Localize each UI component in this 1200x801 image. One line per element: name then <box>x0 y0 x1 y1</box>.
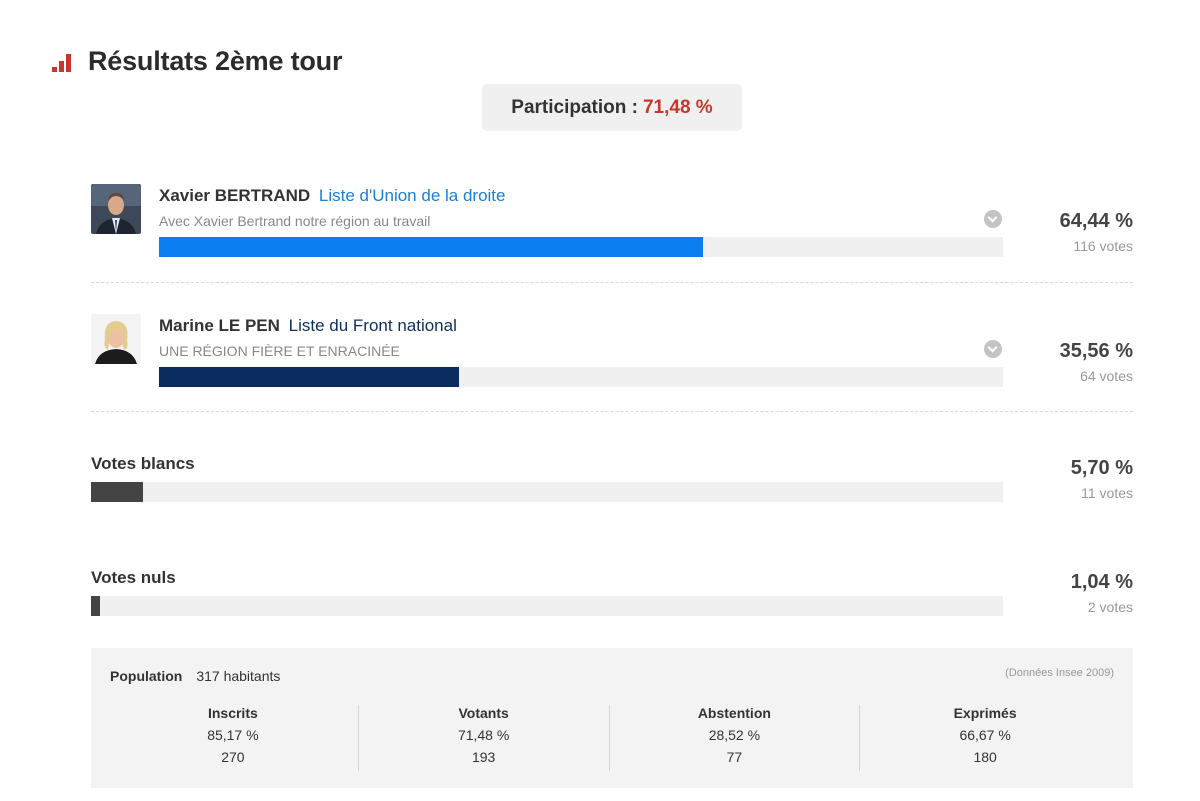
stat-count: 193 <box>471 749 496 765</box>
participation-box: Participation : 71,48 % <box>482 84 742 131</box>
stat-header: Inscrits <box>207 705 258 721</box>
chevron-down-icon[interactable] <box>984 210 1002 228</box>
result-bar-fill <box>159 237 703 257</box>
stat-percent: 71,48 % <box>457 727 510 743</box>
stat-count: 270 <box>221 749 245 765</box>
candidate-slogan: Avec Xavier Bertrand notre région au tra… <box>159 213 431 229</box>
stat-count: 77 <box>726 749 743 765</box>
stat-percent: 66,67 % <box>959 727 1011 743</box>
stat-column: Inscrits 85,17 % 270 <box>108 705 359 771</box>
candidate-name: Xavier BERTRAND <box>159 186 311 205</box>
stat-percent: 28,52 % <box>708 727 761 743</box>
stat-column: Votants 71,48 % 193 <box>359 705 610 771</box>
candidate-votes: 64 votes <box>1080 368 1133 384</box>
blank-votes-row: Votes blancs 5,70 % 11 votes <box>91 454 1133 514</box>
chevron-down-icon[interactable] <box>984 340 1002 358</box>
candidate-row-lepen: Marine LE PEN Liste du Front national UN… <box>91 314 1133 414</box>
stats-panel: Population 317 habitants (Données Insee 2… <box>91 648 1133 788</box>
stat-count: 180 <box>973 749 997 765</box>
result-bar-track <box>159 237 1003 257</box>
result-bar-fill <box>91 596 101 616</box>
population-label: Population <box>110 668 183 684</box>
result-bar-track <box>91 482 1003 502</box>
candidate-slogan: UNE RÉGION FIÈRE ET ENRACINÉE <box>159 343 400 359</box>
separator <box>91 282 1133 283</box>
candidate-name-line: Xavier BERTRAND Liste d'Union de la droi… <box>159 186 505 206</box>
population-line: Population 317 habitants <box>110 668 280 684</box>
stat-header: Votants <box>458 705 509 721</box>
candidate-name: Marine LE PEN <box>159 316 280 335</box>
candidate-row-bertrand: Xavier BERTRAND Liste d'Union de la droi… <box>91 184 1133 284</box>
blank-votes-percent: 5,70 % <box>1070 457 1133 479</box>
stat-column: Abstention 28,52 % 77 <box>610 705 861 771</box>
blank-votes-count: 11 votes <box>1081 485 1133 501</box>
stats-columns: Inscrits 85,17 % 270 Votants 71,48 % 193… <box>108 705 1110 771</box>
candidate-list-link[interactable]: Liste du Front national <box>288 316 457 335</box>
candidate-votes: 116 votes <box>1073 238 1133 254</box>
result-bar-fill <box>91 482 143 502</box>
candidate-percent: 64,44 % <box>1059 210 1133 232</box>
results-header: Résultats 2ème tour <box>52 46 342 77</box>
participation-value: 71,48 % <box>642 96 713 118</box>
null-votes-label: Votes nuls <box>91 568 176 587</box>
stat-column: Exprimés 66,67 % 180 <box>860 705 1110 771</box>
stat-header: Exprimés <box>953 705 1017 721</box>
candidate-name-line: Marine LE PEN Liste du Front national <box>159 316 457 336</box>
candidate-list-link[interactable]: Liste d'Union de la droite <box>318 186 506 205</box>
stat-header: Abstention <box>697 705 771 721</box>
result-bar-track <box>159 367 1003 387</box>
null-votes-row: Votes nuls 1,04 % 2 votes <box>91 568 1133 628</box>
blank-votes-label: Votes blancs <box>91 454 195 473</box>
data-source: (Données Insee 2009) <box>1005 667 1114 679</box>
bar-chart-icon <box>52 54 76 72</box>
separator <box>91 411 1133 412</box>
stat-percent: 85,17 % <box>207 727 259 743</box>
result-bar-fill <box>159 367 460 387</box>
candidate-photo-lepen <box>91 314 141 364</box>
candidate-photo-bertrand <box>91 184 141 234</box>
result-bar-track <box>91 596 1003 616</box>
null-votes-percent: 1,04 % <box>1070 571 1133 593</box>
candidate-percent: 35,56 % <box>1059 340 1133 362</box>
population-value: 317 habitants <box>196 668 281 684</box>
participation-label: Participation : <box>511 96 638 118</box>
null-votes-count: 2 votes <box>1087 599 1133 615</box>
page-title: Résultats 2ème tour <box>88 46 343 76</box>
